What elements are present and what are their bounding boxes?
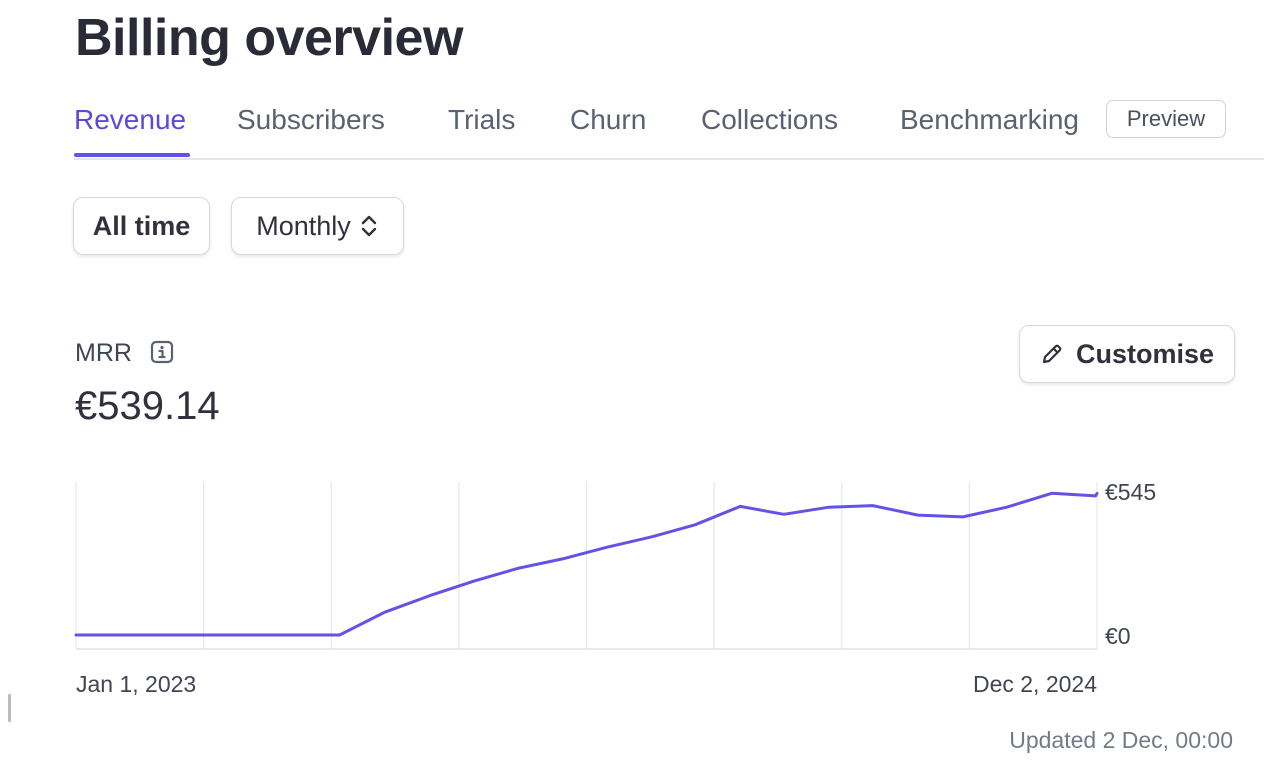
tab-collections[interactable]: Collections [701, 104, 838, 135]
scrollbar-handle[interactable] [8, 694, 11, 722]
preview-badge: Preview [1106, 100, 1226, 138]
tab-benchmarking[interactable]: Benchmarking [900, 104, 1079, 135]
info-icon[interactable] [150, 340, 174, 364]
y-tick-label: €0 [1105, 623, 1131, 649]
chevron-up-down-icon [359, 213, 379, 239]
active-tab-indicator [74, 153, 190, 157]
pencil-icon [1040, 342, 1064, 366]
page-title: Billing overview [75, 9, 463, 67]
interval-select[interactable]: Monthly [231, 197, 404, 255]
x-tick-label: Jan 1, 2023 [76, 671, 196, 697]
updated-timestamp: Updated 2 Dec, 00:00 [1009, 727, 1233, 753]
customise-label: Customise [1075, 338, 1215, 369]
date-range-button[interactable]: All time [73, 197, 210, 255]
customise-button[interactable]: Customise [1019, 325, 1235, 383]
interval-label: Monthly [256, 210, 351, 241]
tab-trials[interactable]: Trials [448, 104, 516, 135]
date-range-label: All time [92, 210, 191, 241]
y-tick-label: €545 [1105, 479, 1156, 505]
x-tick-label: Dec 2, 2024 [973, 671, 1097, 697]
mrr-series-line [74, 491, 1099, 637]
tab-churn[interactable]: Churn [570, 104, 647, 135]
tab-bar: Revenue Subscribers Trials Churn Collect… [74, 90, 1264, 160]
mrr-chart: €0 €545 Jan 1, 2023 Dec 2, 2024 [74, 479, 1156, 697]
tab-revenue[interactable]: Revenue [74, 104, 187, 135]
metric-label: MRR [75, 339, 132, 367]
metric-value: €539.14 [75, 384, 220, 428]
tab-subscribers[interactable]: Subscribers [237, 104, 385, 135]
